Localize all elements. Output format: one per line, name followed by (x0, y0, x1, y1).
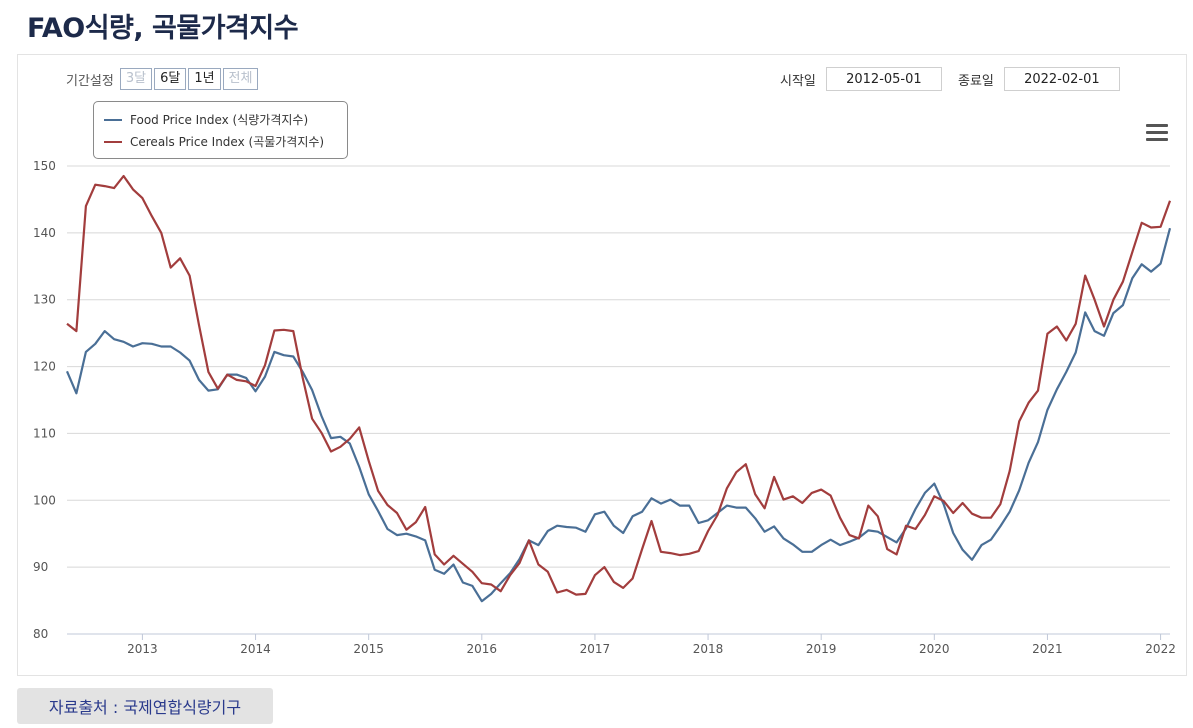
end-date-group: 종료일 (958, 67, 1120, 91)
x-tick-label: 2014 (240, 642, 271, 656)
legend-swatch-cereals (104, 140, 122, 143)
y-tick-label: 130 (33, 293, 56, 307)
x-tick-label: 2021 (1032, 642, 1063, 656)
x-tick-label: 2015 (353, 642, 384, 656)
range-1-year-button[interactable]: 1년 (188, 68, 221, 90)
y-tick-label: 90 (33, 560, 48, 574)
y-tick-label: 110 (33, 426, 56, 440)
x-tick-label: 2013 (127, 642, 158, 656)
x-tick-label: 2020 (919, 642, 950, 656)
series-line-0 (65, 227, 1172, 603)
legend-item-food[interactable]: Food Price Index (식량가격지수) (104, 111, 308, 128)
range-all-button[interactable]: 전체 (222, 68, 259, 90)
hamburger-menu-icon[interactable] (1146, 124, 1168, 142)
range-6-months-button[interactable]: 6달 (154, 68, 187, 90)
y-tick-label: 120 (33, 360, 56, 374)
x-tick-label: 2019 (806, 642, 837, 656)
series-line-1 (66, 174, 1172, 596)
page-title: FAO식량, 곡물가격지수 (27, 13, 299, 44)
source-badge: 자료출처 : 국제연합식량기구 (17, 688, 273, 724)
y-tick-label: 80 (33, 627, 48, 641)
end-date-input[interactable] (1003, 67, 1120, 91)
y-tick-label: 150 (33, 159, 56, 173)
period-controls: 기간설정 3달 6달 1년 전체 (66, 68, 260, 90)
start-date-label: 시작일 (780, 73, 816, 89)
x-tick-label: 2018 (693, 642, 724, 656)
period-label: 기간설정 (66, 73, 114, 89)
x-tick-label: 2017 (580, 642, 611, 656)
start-date-input[interactable] (825, 67, 942, 91)
legend-swatch-food (104, 118, 122, 121)
end-date-label: 종료일 (958, 73, 994, 89)
x-tick-label: 2022 (1145, 642, 1176, 656)
x-tick-label: 2016 (467, 642, 498, 656)
y-tick-label: 100 (33, 493, 56, 507)
legend-label-cereals: Cereals Price Index (곡물가격지수) (130, 135, 325, 149)
start-date-group: 시작일 (780, 67, 942, 91)
chart-legend: Food Price Index (식량가격지수) Cereals Price … (93, 101, 348, 159)
range-3-months-button[interactable]: 3달 (119, 68, 153, 90)
legend-label-food: Food Price Index (식량가격지수) (130, 113, 309, 127)
legend-item-cereals[interactable]: Cereals Price Index (곡물가격지수) (104, 133, 324, 150)
y-tick-label: 140 (33, 226, 56, 240)
